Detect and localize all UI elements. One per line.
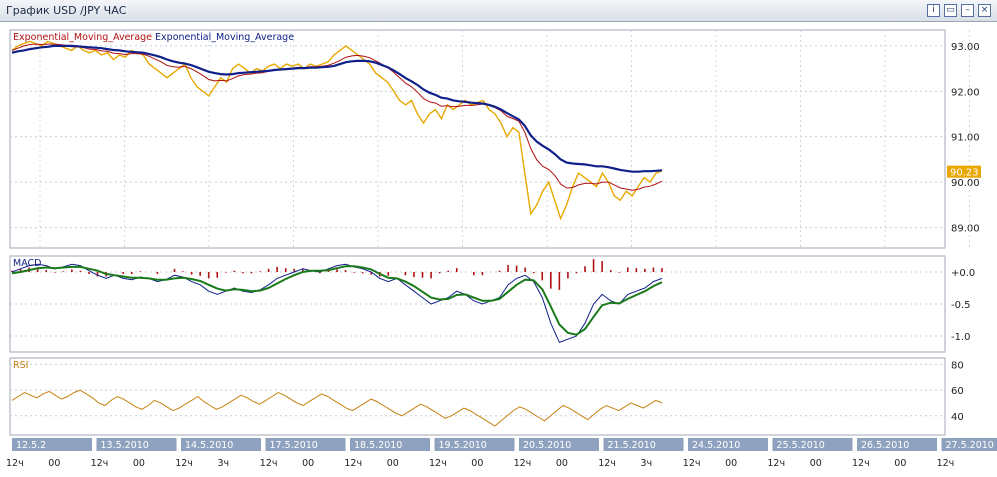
- price-tick-label: 89.00: [951, 224, 980, 235]
- last-price-tag: [947, 165, 981, 178]
- date-label-box: [603, 438, 684, 451]
- hour-tick-label: 12ч: [767, 458, 785, 469]
- hour-tick-label: 00: [894, 458, 906, 469]
- rsi-tick-label: 80: [951, 360, 964, 371]
- date-label-box: [772, 438, 853, 451]
- price-legend: Exponential_Moving_Average Exponential_M…: [13, 32, 294, 43]
- window-button[interactable]: ▭: [944, 4, 957, 17]
- date-label: 21.5.2010: [608, 440, 656, 451]
- hour-tick-label: 00: [387, 458, 399, 469]
- date-label: 12.5.2: [16, 440, 46, 451]
- legend-entry: Exponential_Moving_Average: [152, 32, 294, 43]
- legend-entry: Exponential_Moving_Average: [13, 32, 152, 43]
- date-label-box: [96, 438, 177, 451]
- date-label: 26.5.2010: [861, 440, 909, 451]
- hour-tick-label: 00: [725, 458, 737, 469]
- macd-tick-label: -1.0: [951, 332, 971, 343]
- date-label: 24.5.2010: [692, 440, 740, 451]
- date-label: 20.5.2010: [523, 440, 571, 451]
- price-tick-label: 92.00: [951, 87, 980, 98]
- hour-tick-label: 12ч: [514, 458, 532, 469]
- date-label-box: [941, 438, 997, 451]
- hour-tick-label: 12ч: [260, 458, 278, 469]
- hour-tick-label: 12ч: [683, 458, 701, 469]
- price-tick-label: 91.00: [951, 133, 980, 144]
- minimize-button[interactable]: –: [961, 4, 974, 17]
- macd-tick-label: -0.5: [951, 300, 971, 311]
- last-price-label: 90.23: [950, 168, 979, 179]
- hour-tick-label: 12ч: [175, 458, 193, 469]
- macd-tick-label: +0.0: [951, 268, 975, 279]
- macd-series: [11, 263, 663, 344]
- date-label-box: [434, 438, 515, 451]
- window-titlebar: График USD /JPY ЧАС i ▭ – ×: [0, 0, 997, 22]
- ema-slow-series: [11, 44, 663, 173]
- hour-tick-label: 12ч: [91, 458, 109, 469]
- macd-signal-series: [11, 265, 663, 336]
- hour-tick-label: 12ч: [429, 458, 447, 469]
- hour-tick-label: 12ч: [6, 458, 24, 469]
- date-label: 19.5.2010: [439, 440, 487, 451]
- date-label-box: [857, 438, 937, 451]
- window-title: График USD /JPY ЧАС: [6, 4, 127, 17]
- date-label-box: [181, 438, 261, 451]
- macd-legend: MACD: [13, 258, 41, 269]
- hour-tick-label: 00: [471, 458, 483, 469]
- date-label: 17.5.2010: [270, 440, 318, 451]
- info-button[interactable]: i: [927, 4, 940, 17]
- hour-tick-label: 00: [48, 458, 60, 469]
- rsi-series: [11, 389, 663, 427]
- window-controls: i ▭ – ×: [927, 4, 991, 17]
- date-label-box: [350, 438, 430, 451]
- hour-tick-label: 12ч: [598, 458, 616, 469]
- date-label: 27.5.2010: [946, 440, 994, 451]
- price-tick-label: 90.00: [951, 178, 980, 189]
- date-label-box: [519, 438, 599, 451]
- hour-tick-label: 00: [133, 458, 145, 469]
- hour-tick-label: 00: [302, 458, 314, 469]
- hour-tick-label: 00: [810, 458, 822, 469]
- rsi-tick-label: 60: [951, 386, 964, 397]
- hour-tick-label: 12ч: [937, 458, 955, 469]
- hour-tick-label: 3ч: [641, 458, 653, 469]
- date-label: 13.5.2010: [101, 440, 149, 451]
- rsi-legend: RSI: [13, 360, 28, 371]
- hour-tick-label: 12ч: [852, 458, 870, 469]
- chart-area: 93.00 92.00 91.00 90.00 89.00 Exponential_Mov…: [6, 29, 997, 469]
- date-label: 25.5.2010: [777, 440, 825, 451]
- price-series: [11, 40, 663, 221]
- rsi-panel: [9, 357, 946, 436]
- date-label-box: [265, 438, 346, 451]
- ema-fast-series: [11, 43, 663, 191]
- price-panel: [9, 29, 946, 249]
- price-tick-label: 93.00: [951, 42, 980, 53]
- rsi-tick-label: 40: [951, 412, 964, 423]
- date-label: 14.5.2010: [185, 440, 233, 451]
- hour-tick-label: 3ч: [218, 458, 230, 469]
- date-label: 18.5.2010: [354, 440, 402, 451]
- date-label-box: [688, 438, 768, 451]
- hour-tick-label: 00: [556, 458, 568, 469]
- date-label-box: [12, 438, 92, 451]
- close-button[interactable]: ×: [978, 4, 991, 17]
- hour-tick-label: 12ч: [344, 458, 362, 469]
